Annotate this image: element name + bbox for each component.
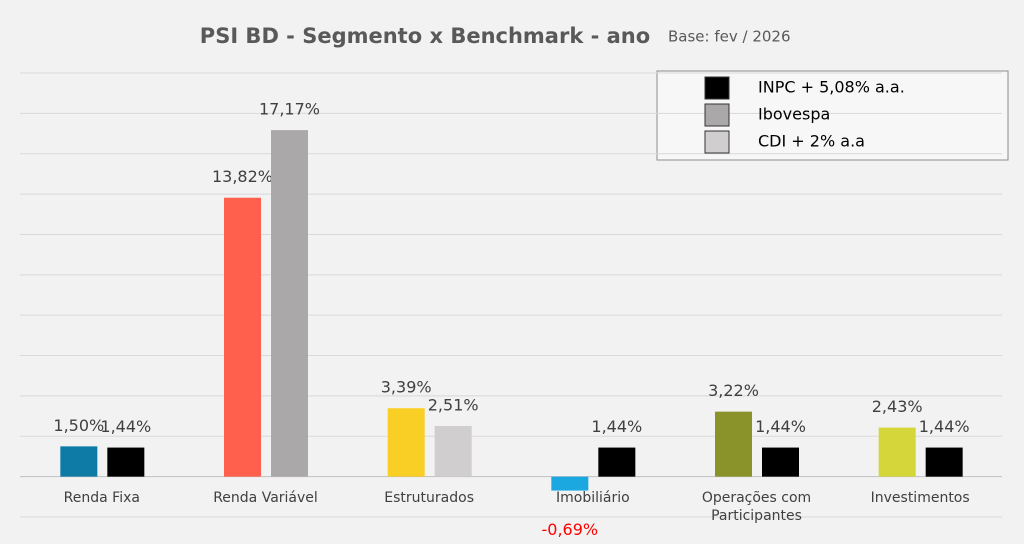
value-label: 1,44% (919, 417, 970, 436)
bar (60, 446, 98, 477)
value-label: 1,44% (755, 417, 806, 436)
x-tick-label: Investimentos (870, 489, 970, 506)
bar (598, 447, 636, 477)
legend-swatch (704, 103, 730, 127)
value-label: -0,69% (542, 520, 599, 539)
value-label: 2,43% (872, 397, 923, 416)
value-label: 2,51% (428, 395, 479, 414)
x-tick-label: Renda Fixa (63, 489, 140, 506)
value-label: 1,44% (100, 417, 151, 436)
bar (107, 447, 145, 477)
x-tick-label: Renda Variável (213, 489, 318, 506)
x-tick-label: Imobiliário (555, 489, 630, 506)
value-label: 13,82% (212, 167, 273, 186)
value-label: 3,22% (708, 381, 759, 400)
value-label: 17,17% (259, 100, 320, 119)
bar (762, 447, 799, 477)
value-label: 1,50% (53, 416, 104, 435)
x-tick-label: Estruturados (384, 489, 474, 506)
value-label: 3,39% (381, 378, 432, 397)
bar (271, 130, 308, 477)
legend-swatch (704, 130, 730, 154)
bar (434, 425, 472, 477)
bar (224, 197, 261, 477)
legend-label: Ibovespa (758, 105, 830, 124)
legend-swatch (704, 76, 730, 100)
legend-label: INPC + 5,08% a.a. (758, 78, 905, 97)
bar (387, 408, 425, 477)
bar (551, 476, 589, 491)
legend-label: CDI + 2% a.a (758, 132, 865, 151)
chart-subtitle: Base: fev / 2026 (668, 28, 791, 46)
chart-title: PSI BD - Segmento x Benchmark - ano (200, 24, 650, 48)
bar (878, 427, 916, 477)
bar (925, 447, 963, 477)
x-tick-label: Operações com Participantes (701, 489, 812, 524)
value-label: 1,44% (591, 417, 642, 436)
bar (715, 411, 752, 477)
